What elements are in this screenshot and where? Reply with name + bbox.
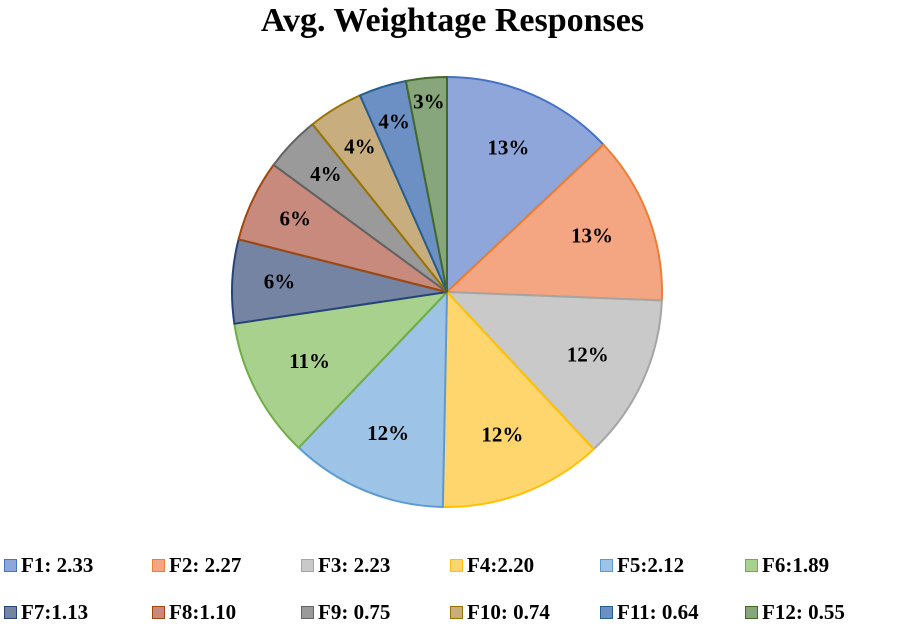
legend-item-f7: F7:1.13: [4, 600, 88, 625]
legend-item-f1: F1: 2.33: [4, 553, 93, 578]
slice-label-f7: 6%: [264, 269, 296, 293]
slice-label-f8: 6%: [280, 206, 312, 230]
slice-label-f1: 13%: [487, 136, 529, 160]
legend-label: F8:1.10: [169, 600, 237, 624]
pie-chart: 13%13%12%12%12%11%6%6%4%4%4%3%: [231, 75, 663, 508]
legend-swatch: [4, 606, 17, 619]
legend-label: F3: 2.23: [318, 553, 391, 577]
legend-item-f11: F11: 0.64: [600, 600, 699, 625]
slice-label-f3: 12%: [567, 342, 609, 366]
slice-label-f5: 12%: [367, 421, 409, 445]
pie-slice-f5: [297, 289, 449, 508]
legend-label: F2: 2.27: [169, 553, 242, 577]
legend-label: F10: 0.74: [467, 600, 550, 624]
pie-slice-f4: [441, 289, 596, 508]
slice-label-f2: 13%: [571, 224, 613, 248]
legend-swatch: [745, 559, 758, 572]
legend-item-f6: F6:1.89: [745, 553, 829, 578]
legend-label: F6:1.89: [762, 553, 830, 577]
legend-swatch: [152, 559, 165, 572]
slice-label-f12: 3%: [413, 89, 445, 113]
legend-item-f10: F10: 0.74: [450, 600, 550, 625]
legend-swatch: [301, 606, 314, 619]
legend-item-f8: F8:1.10: [152, 600, 236, 625]
chart-title: Avg. Weightage Responses: [260, 2, 645, 39]
legend-label: F4:2.20: [467, 553, 535, 577]
legend-label: F7:1.13: [21, 600, 89, 624]
pie-slice-f3: [444, 290, 663, 451]
pie-slice-f2: [444, 143, 663, 302]
slice-label-f9: 4%: [310, 162, 342, 186]
legend-item-f9: F9: 0.75: [301, 600, 390, 625]
pie-slice-f12: [404, 75, 448, 293]
legend-label: F11: 0.64: [617, 600, 699, 624]
slice-label-f6: 11%: [289, 349, 330, 373]
legend-label: F5:2.12: [617, 553, 685, 577]
legend-item-f5: F5:2.12: [600, 553, 684, 578]
legend-item-f12: F12: 0.55: [745, 600, 845, 625]
legend-swatch: [450, 606, 463, 619]
legend-item-f2: F2: 2.27: [152, 553, 241, 578]
pie-slice-f1: [446, 75, 605, 295]
legend: F1: 2.33 F2: 2.27 F3: 2.23 F4:2.20 F5:2.12 F6…: [0, 548, 905, 631]
slice-label-f4: 12%: [481, 422, 523, 446]
legend-swatch: [600, 559, 613, 572]
legend-swatch: [450, 559, 463, 572]
legend-label: F9: 0.75: [318, 600, 391, 624]
legend-label: F1: 2.33: [21, 553, 94, 577]
legend-label: F12: 0.55: [762, 600, 845, 624]
legend-item-f3: F3: 2.23: [301, 553, 390, 578]
legend-item-f4: F4:2.20: [450, 553, 534, 578]
slice-label-f10: 4%: [344, 134, 376, 158]
legend-swatch: [4, 559, 17, 572]
legend-swatch: [301, 559, 314, 572]
legend-swatch: [152, 606, 165, 619]
pie-slice-f6: [233, 290, 450, 450]
slice-label-f11: 4%: [378, 110, 410, 134]
legend-swatch: [745, 606, 758, 619]
legend-swatch: [600, 606, 613, 619]
